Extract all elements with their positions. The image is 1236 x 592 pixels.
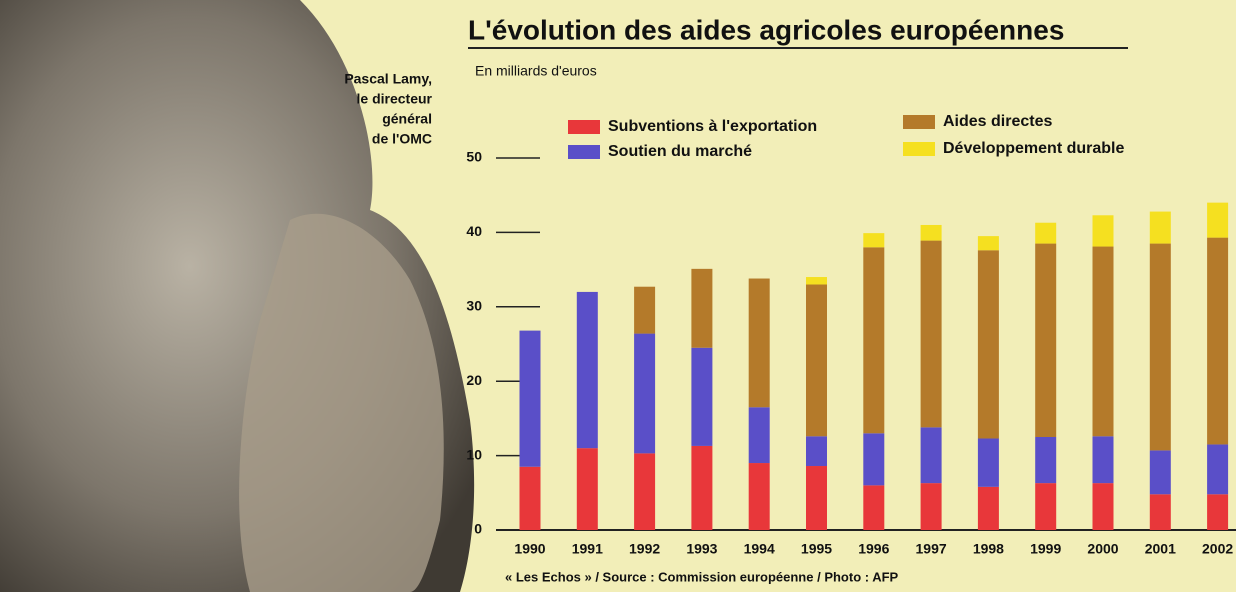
x-tick-label: 1991 — [572, 541, 603, 557]
x-tick-label: 2001 — [1145, 541, 1176, 557]
bar-segment — [1150, 244, 1171, 451]
x-tick-label: 1994 — [744, 541, 775, 557]
chart-title: L'évolution des aides agricoles européen… — [468, 14, 1064, 45]
bar-segment — [577, 448, 598, 530]
bar-segment — [1035, 437, 1056, 483]
bar-segment — [1093, 247, 1114, 437]
x-tick-label: 1993 — [686, 541, 717, 557]
bar-segment — [1093, 215, 1114, 246]
legend-label: Soutien du marché — [608, 143, 752, 160]
bar-segment — [806, 277, 827, 284]
bar-segment — [1150, 450, 1171, 494]
caption-line: général — [382, 111, 432, 127]
bar-segment — [749, 463, 770, 530]
legend-label: Subventions à l'exportation — [608, 118, 817, 135]
bar-segment — [978, 438, 999, 486]
bar-segment — [691, 348, 712, 446]
bar-segment — [806, 466, 827, 530]
bar-segment — [691, 446, 712, 530]
bar-segment — [921, 241, 942, 428]
bar-segment — [1150, 494, 1171, 530]
bar-segment — [749, 279, 770, 408]
x-tick-label: 1998 — [973, 541, 1004, 557]
bar-segment — [1035, 483, 1056, 530]
x-tick-label: 1996 — [858, 541, 889, 557]
legend-swatch — [903, 142, 935, 156]
bar-segment — [863, 233, 884, 247]
bar-segment — [749, 407, 770, 463]
bar-segment — [978, 487, 999, 530]
x-tick-label: 2000 — [1087, 541, 1118, 557]
x-tick-label: 2002 — [1202, 541, 1233, 557]
bar-segment — [1093, 483, 1114, 530]
y-tick-label: 40 — [466, 223, 482, 239]
bar-segment — [577, 292, 598, 448]
y-tick-label: 10 — [466, 446, 482, 462]
y-tick-label: 50 — [466, 149, 482, 165]
bar-segment — [806, 284, 827, 436]
x-tick-label: 1997 — [916, 541, 947, 557]
bar-segment — [691, 269, 712, 348]
bar-segment — [1150, 212, 1171, 244]
x-tick-label: 1995 — [801, 541, 832, 557]
caption-line: de l'OMC — [372, 131, 432, 147]
bar-segment — [863, 433, 884, 485]
caption-line: Pascal Lamy, — [344, 71, 432, 87]
x-tick-label: 1990 — [514, 541, 545, 557]
bar-segment — [921, 427, 942, 483]
bar-segment — [1207, 494, 1228, 530]
legend-label: Développement durable — [943, 140, 1124, 157]
bar-segment — [1207, 203, 1228, 238]
x-tick-label: 1992 — [629, 541, 660, 557]
bar-segment — [921, 225, 942, 241]
bar-segment — [1035, 244, 1056, 437]
legend-swatch — [568, 120, 600, 134]
chart: L'évolution des aides agricoles européen… — [0, 0, 1236, 592]
x-tick-label: 1999 — [1030, 541, 1061, 557]
bar-segment — [1207, 444, 1228, 494]
bar-segment — [863, 485, 884, 530]
bar-segment — [978, 250, 999, 438]
bar-segment — [520, 331, 541, 467]
bar-segment — [634, 334, 655, 454]
source: « Les Echos » / Source : Commission euro… — [505, 569, 899, 584]
bar-segment — [1035, 223, 1056, 244]
chart-subtitle: En milliards d'euros — [475, 63, 597, 79]
bar-segment — [921, 483, 942, 530]
caption-line: le directeur — [357, 91, 433, 107]
y-tick-label: 30 — [466, 298, 482, 314]
bar-segment — [806, 436, 827, 466]
bar-segment — [1207, 238, 1228, 445]
legend-swatch — [568, 145, 600, 159]
bar-segment — [1093, 436, 1114, 483]
legend-label: Aides directes — [943, 113, 1052, 130]
bar-segment — [863, 247, 884, 433]
bar-segment — [520, 467, 541, 530]
bar-segment — [978, 236, 999, 250]
bar-segment — [634, 453, 655, 530]
legend-swatch — [903, 115, 935, 129]
y-tick-label: 20 — [466, 372, 482, 388]
bar-segment — [634, 287, 655, 334]
y-tick-label: 0 — [474, 521, 482, 537]
